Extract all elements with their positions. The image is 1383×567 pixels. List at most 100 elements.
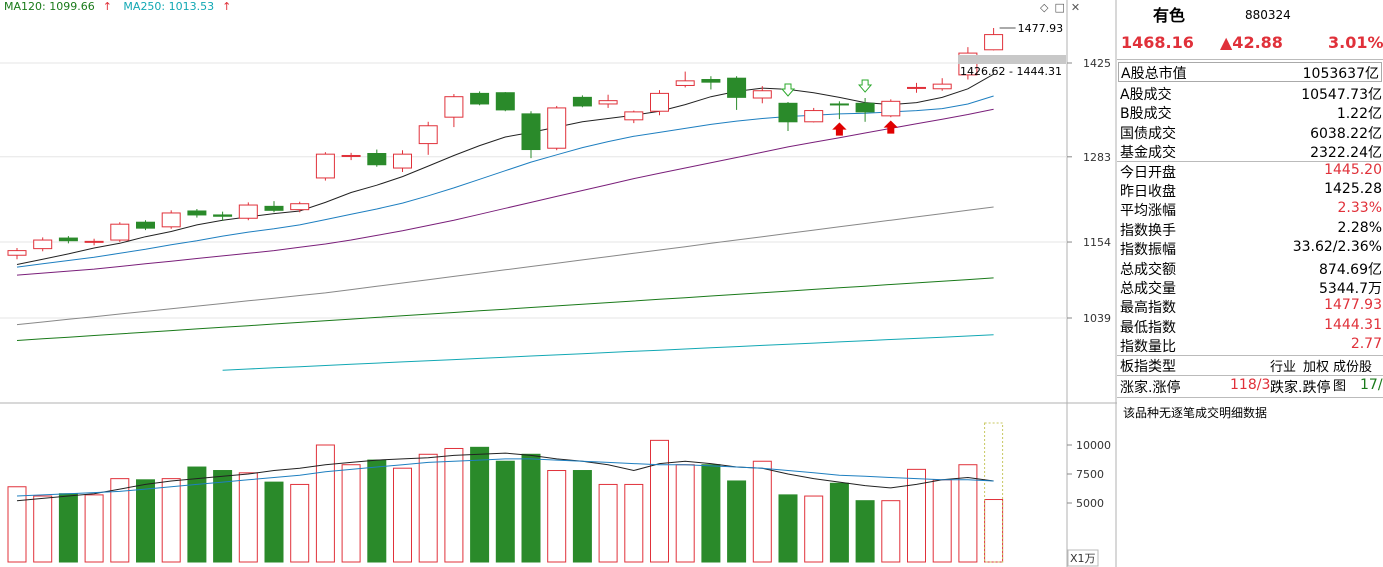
- volume-bar: [701, 464, 721, 563]
- candle-body: [84, 240, 104, 243]
- volume-bar: [855, 500, 875, 563]
- stat-value: 2322.24亿: [1310, 145, 1382, 162]
- candle-body: [778, 102, 798, 123]
- close-icon[interactable]: ✕: [1070, 1, 1081, 14]
- stat-row: 总成交量 5344.7万: [1120, 278, 1382, 297]
- stat-label: 最高指数: [1120, 300, 1176, 317]
- price-tick-label: 1039: [1083, 312, 1111, 325]
- stat-label: 平均涨幅: [1120, 203, 1176, 220]
- candle-body: [855, 102, 875, 113]
- diamond-icon[interactable]: ◇: [1040, 1, 1049, 14]
- price-tick-label: 1283: [1083, 151, 1111, 164]
- last-price: 1468.16: [1121, 33, 1194, 52]
- stat-label: 总成交量: [1120, 281, 1176, 297]
- stat-row: 总成交额 874.69亿: [1120, 259, 1382, 278]
- candle-body: [264, 205, 284, 211]
- volume-tick-label: 7500: [1076, 468, 1104, 481]
- signal-down-arrow: [780, 83, 796, 97]
- candle-body: [598, 100, 618, 105]
- stat-row: 平均涨幅 2.33%: [1120, 200, 1382, 219]
- volume-bar: [238, 472, 258, 563]
- stat-value: 2.33%: [1337, 200, 1382, 217]
- stat-value: 10547.73亿: [1301, 87, 1382, 103]
- ma-mid-line: [16, 95, 994, 268]
- volume-unit-label: X1万: [1070, 552, 1096, 565]
- stat-value: 6038.22亿: [1310, 125, 1382, 142]
- volume-bar: [984, 499, 1004, 563]
- candle-body: [675, 80, 695, 86]
- stat-row: 指数量比 2.77: [1120, 336, 1382, 355]
- volume-bar: [264, 481, 284, 563]
- candle-body: [315, 153, 335, 179]
- candle-body: [804, 110, 824, 123]
- volume-bar: [290, 483, 310, 563]
- type-link-industry[interactable]: 行业: [1270, 360, 1297, 375]
- candle-body: [161, 212, 181, 228]
- candle-body: [752, 90, 772, 99]
- signal-up-arrow: [832, 122, 847, 136]
- stat-label: B股成交: [1120, 106, 1172, 123]
- volume-bar: [393, 467, 412, 563]
- stat-row: 指数换手 2.28%: [1120, 220, 1382, 239]
- stat-value: 2.28%: [1337, 219, 1382, 236]
- ma120-label: MA120: 1099.66 ↑: [4, 0, 112, 13]
- volume-bar: [213, 470, 233, 563]
- candle-body: [650, 92, 669, 112]
- candle-body: [341, 154, 361, 157]
- candle-body: [881, 100, 901, 117]
- chart-tools: ◇ □ ✕: [1034, 1, 1080, 14]
- quote-panel: 有色 880324 1468.16 ▲42.88 3.01% A股总市值 1053…: [1117, 0, 1383, 567]
- stat-row: 最低指数 1444.31: [1120, 317, 1382, 336]
- volume-bar: [778, 494, 798, 563]
- signal-up-arrow: [883, 120, 899, 134]
- volume-bar: [932, 479, 952, 563]
- kline-chart[interactable]: 1425 1283 1154 1039 10000 7500 5000 X1万 1477.93 1…: [0, 0, 1117, 567]
- candle-body: [136, 221, 155, 229]
- mktcap-row: A股总市值 1053637亿: [1118, 62, 1382, 82]
- stat-label: 总成交额: [1120, 261, 1176, 278]
- volume-bar: [136, 479, 155, 563]
- volume-bar: [675, 464, 695, 563]
- stat-row: 国债成交 6038.22亿: [1120, 123, 1382, 142]
- stat-row: 今日开盘 1445.20: [1120, 162, 1382, 181]
- volume-bar: [187, 466, 207, 563]
- volume-bar: [495, 460, 515, 563]
- range-label: 1426.62 - 1444.31: [960, 65, 1062, 78]
- stat-row: 指数振幅 33.62/2.36%: [1120, 239, 1382, 258]
- volume-bar: [727, 480, 747, 563]
- square-icon[interactable]: □: [1054, 1, 1065, 14]
- volume-bar: [752, 460, 772, 563]
- candle-body: [829, 103, 849, 106]
- stat-row: 最高指数 1477.93: [1120, 297, 1382, 316]
- stat-value: 33.62/2.36%: [1292, 239, 1382, 256]
- price-tick-label: 1154: [1083, 236, 1111, 249]
- ma-gray-line: [16, 206, 994, 326]
- ma250-label: MA250: 1013.53 ↑: [123, 0, 232, 13]
- candle-body: [110, 223, 130, 241]
- stat-label: 国债成交: [1120, 125, 1176, 142]
- volume-bar: [315, 444, 335, 563]
- volume-bar: [444, 447, 464, 563]
- stat-row: B股成交 1.22亿: [1120, 103, 1382, 122]
- price-tick-label: 1425: [1083, 57, 1111, 70]
- type-link-constituents[interactable]: 成份股图: [1333, 360, 1373, 394]
- ma-slow-line: [16, 108, 994, 276]
- stat-value: 5344.7万: [1319, 281, 1382, 297]
- volume-bar: [572, 470, 592, 563]
- volume-unit-box: [1067, 549, 1099, 567]
- price-change: ▲42.88: [1220, 33, 1283, 52]
- candle-body: [932, 83, 952, 90]
- stat-value: 1445.20: [1324, 161, 1382, 178]
- quote-row: 1468.16 ▲42.88 3.01%: [1117, 33, 1383, 55]
- candle-body: [521, 113, 541, 151]
- tick-data-note: 该品种无逐笔成交明细数据: [1123, 406, 1268, 420]
- volume-ma-slow: [16, 458, 994, 497]
- stat-row: 基金成交 2322.24亿: [1120, 142, 1382, 161]
- type-link-weighted[interactable]: 加权: [1303, 360, 1330, 375]
- stat-label: 今日开盘: [1120, 164, 1176, 181]
- volume-bar: [58, 493, 78, 563]
- volume-bar: [84, 494, 104, 563]
- volume-bar: [470, 446, 490, 563]
- stat-row: 昨日收盘 1425.28: [1120, 181, 1382, 200]
- stat-value: 1.22亿: [1336, 106, 1382, 123]
